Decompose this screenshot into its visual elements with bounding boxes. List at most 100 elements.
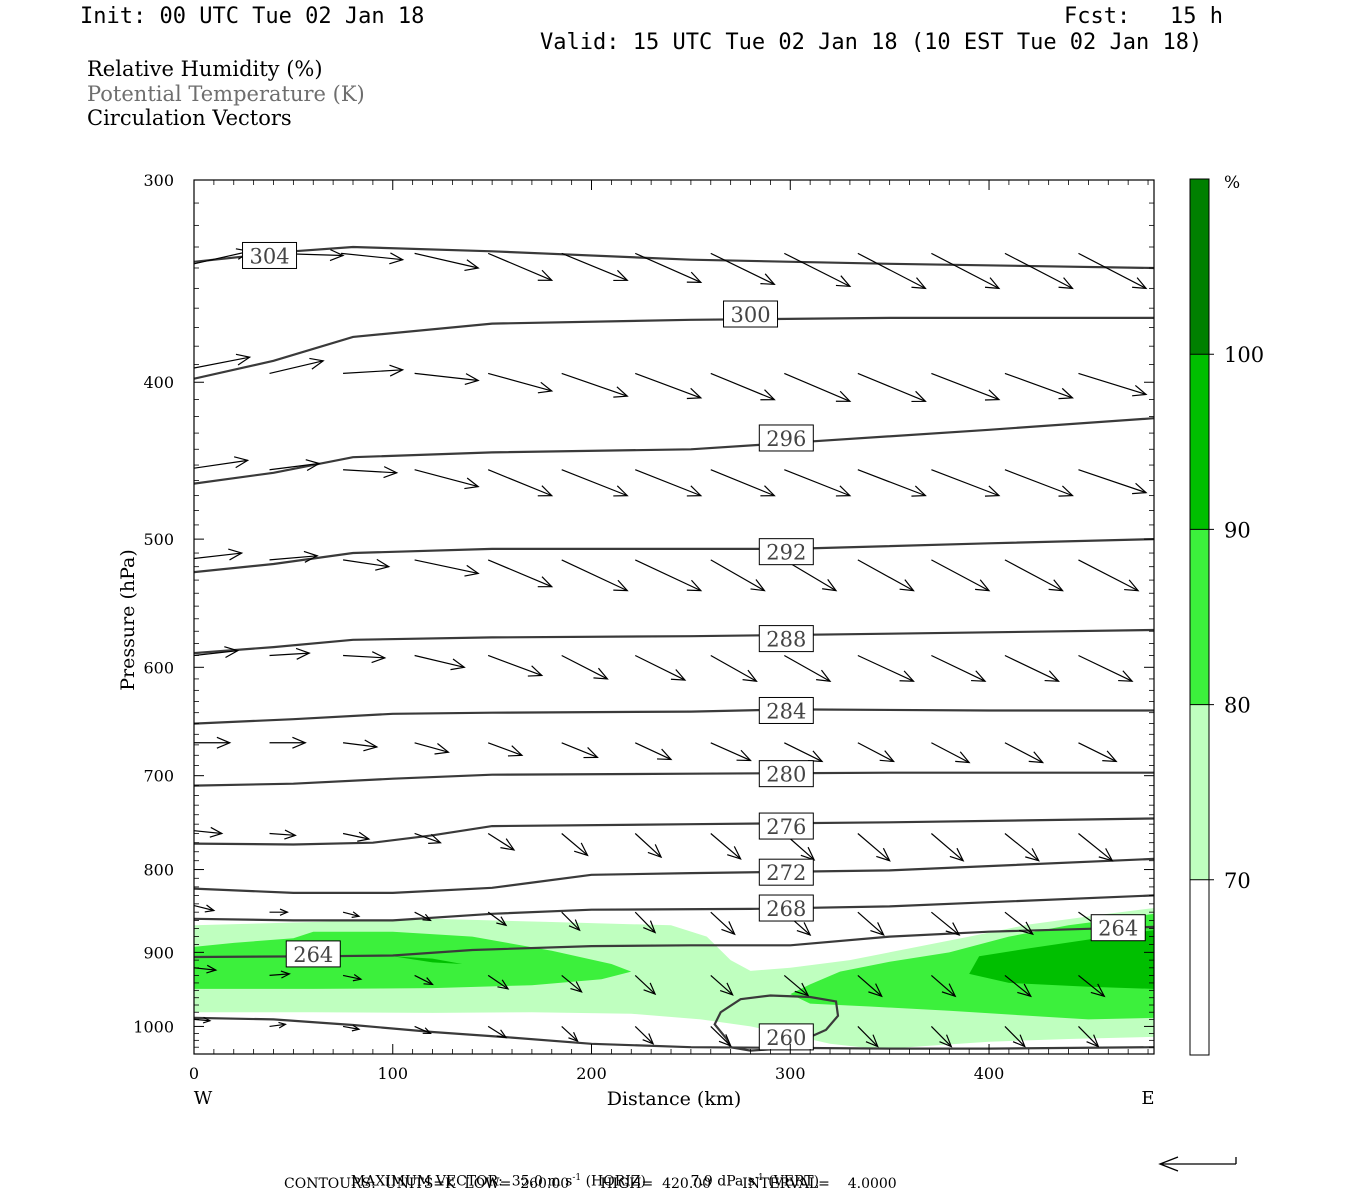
- y-tick-label: 400: [143, 373, 174, 392]
- theta-contour-296: [194, 417, 1154, 485]
- colorbar-segment: [1190, 529, 1209, 705]
- circulation-vectors: [194, 248, 1148, 1048]
- vector-arrow: [269, 647, 311, 660]
- vector-arrow: [269, 970, 291, 979]
- horiz-exponent: -1: [572, 1173, 582, 1183]
- vector-arrow: [343, 651, 387, 664]
- plot-frame: [193, 179, 1155, 1055]
- vector-arrow: [1078, 252, 1148, 290]
- vector-arrow: [1078, 974, 1106, 998]
- max-vector-label: MAXIMUM VECTOR:: [350, 1173, 503, 1190]
- vector-arrow: [1004, 372, 1074, 400]
- vector-arrow: [194, 646, 240, 659]
- vector-arrow: [487, 252, 554, 281]
- theta-contour-268: [194, 894, 1154, 922]
- contour-label-304: 304: [249, 244, 289, 268]
- y-tick-label: 700: [143, 767, 174, 786]
- vector-arrow: [194, 548, 244, 561]
- vector-arrow: [488, 372, 554, 394]
- vector-arrow: [634, 833, 663, 859]
- vector-arrow: [1004, 742, 1045, 764]
- vector-arrow: [930, 1026, 953, 1048]
- vector-arrow: [414, 469, 480, 490]
- vector-arrow: [857, 372, 927, 403]
- vector-arrow: [931, 372, 1001, 401]
- vector-arrow: [931, 833, 965, 862]
- contour-label-276: 276: [766, 815, 806, 839]
- vector-arrow: [635, 469, 703, 497]
- max-vector-horiz-unit: (HORIZ): [585, 1173, 646, 1190]
- y-tick-label: 600: [143, 658, 174, 677]
- vector-arrow: [194, 736, 232, 749]
- vector-arrow: [857, 252, 927, 290]
- theta-contour-284: [194, 708, 1154, 725]
- rh-region-80: [790, 913, 1154, 1020]
- vector-arrow: [931, 911, 961, 936]
- theta-contour-300: [194, 316, 1154, 380]
- max-vector-text: MAXIMUM VECTOR: 35.0 m s-1 (HORIZ) 7.9 d…: [342, 1157, 819, 1190]
- vector-arrow: [634, 1025, 655, 1045]
- colorbar-segment: [1190, 354, 1209, 530]
- vector-arrow: [194, 826, 224, 838]
- vector-arrow: [634, 911, 657, 934]
- contour-label-292: 292: [766, 541, 806, 565]
- contour-label-box-264: [285, 940, 341, 968]
- vector-arrow: [269, 459, 321, 472]
- vector-arrow: [634, 654, 687, 681]
- vector-arrow: [710, 833, 742, 860]
- vector-arrow: [784, 654, 832, 682]
- vector-arrow: [487, 1025, 508, 1039]
- vector-arrow: [931, 654, 987, 682]
- vector-arrow: [414, 372, 480, 386]
- vector-arrow: [710, 654, 758, 682]
- vector-arrow: [930, 974, 957, 998]
- vector-arrow: [710, 974, 734, 996]
- vector-arrow: [269, 357, 325, 374]
- vector-arrow: [342, 911, 361, 918]
- max-vector-vert-unit: (VERT): [768, 1173, 820, 1190]
- vector-arrow: [1078, 559, 1140, 592]
- theta-contour-292: [194, 538, 1154, 574]
- theta-contour-288: [194, 628, 1154, 655]
- colorbar-label: 70: [1224, 869, 1251, 893]
- vector-arrow: [1078, 372, 1148, 397]
- legend-rh: Relative Humidity (%): [87, 57, 323, 81]
- vector-arrow: [414, 1025, 432, 1035]
- vector-arrow: [931, 742, 971, 764]
- vector-arrow: [194, 904, 216, 913]
- vector-arrow: [269, 908, 289, 916]
- x-tick-label: 400: [974, 1064, 1005, 1083]
- vector-arrow: [857, 833, 891, 862]
- vector-arrow: [269, 550, 319, 563]
- x-tick-label: 0: [189, 1064, 199, 1083]
- vector-arrow: [634, 559, 703, 592]
- x-tick-label: 300: [775, 1064, 806, 1083]
- x-tick-label: 200: [576, 1064, 607, 1083]
- contour-label-284: 284: [766, 699, 806, 723]
- vector-arrow: [414, 252, 480, 272]
- vector-arrow: [414, 974, 434, 986]
- vector-arrow: [414, 911, 432, 922]
- contour-label-288: 288: [766, 628, 806, 652]
- vector-arrow: [710, 742, 752, 762]
- colorbar-segment: [1190, 879, 1209, 1055]
- vector-arrow: [710, 252, 776, 286]
- init-time: Init: 00 UTC Tue 02 Jan 18: [80, 4, 425, 29]
- vector-arrow: [634, 742, 673, 761]
- max-vector-horiz: 35.0 m s: [511, 1173, 573, 1190]
- theta-contour-260: [713, 994, 840, 1052]
- contour-label-box-276: [758, 812, 814, 840]
- vector-arrow: [931, 559, 991, 592]
- vector-arrow: [487, 832, 516, 851]
- forecast-hour: Fcst: 15 h: [1064, 4, 1223, 29]
- colorbar-unit: %: [1224, 173, 1240, 193]
- vector-arrow: [561, 911, 581, 932]
- vector-arrow: [1078, 833, 1114, 862]
- contour-label-box-300: [723, 300, 779, 328]
- vector-arrow: [710, 559, 766, 592]
- vector-arrow: [342, 1024, 361, 1032]
- rh-shading: [194, 908, 1154, 1050]
- vector-arrow: [1078, 654, 1134, 682]
- contour-label-box-264: [1090, 914, 1146, 942]
- y-tick-label: 800: [143, 861, 174, 880]
